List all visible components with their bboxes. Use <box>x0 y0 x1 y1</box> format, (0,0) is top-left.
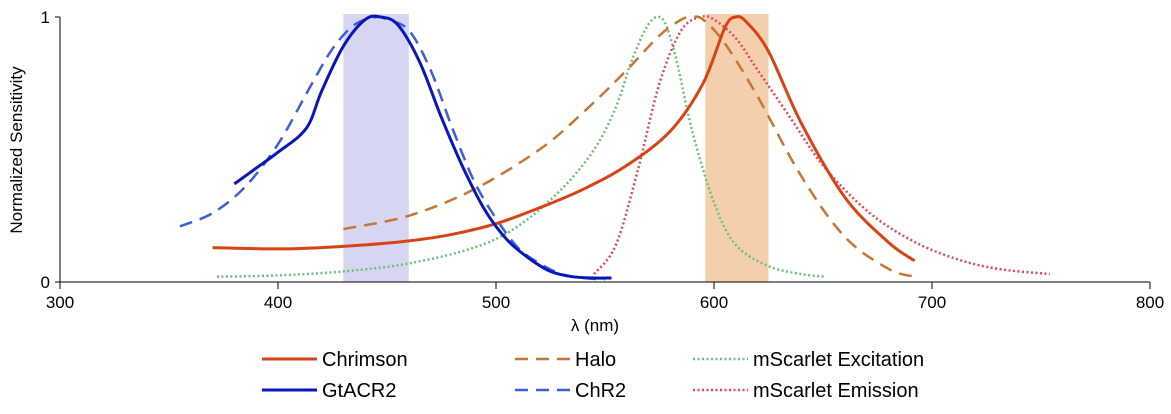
legend-label: GtACR2 <box>322 380 396 402</box>
y-tick-label: 1 <box>41 8 50 27</box>
y-axis-title: Normalized Sensitivity <box>7 66 26 234</box>
legend-label: Halo <box>575 349 616 371</box>
x-tick-label: 700 <box>918 293 946 312</box>
legend-label: Chrimson <box>322 349 408 371</box>
y-tick-label: 0 <box>41 273 50 292</box>
axes <box>59 17 1150 283</box>
x-tick-label: 300 <box>46 293 74 312</box>
x-axis-title: λ (nm) <box>571 316 619 335</box>
series-line <box>216 15 826 278</box>
series-line <box>233 14 612 280</box>
legend-label: mScarlet Emission <box>753 380 919 402</box>
x-tick-label: 400 <box>264 293 292 312</box>
x-tick-label: 800 <box>1136 293 1164 312</box>
series-line <box>212 15 916 263</box>
x-tick-label: 500 <box>482 293 510 312</box>
x-tick-label: 600 <box>700 293 728 312</box>
highlight-bands <box>343 14 769 282</box>
highlight-band <box>705 14 769 282</box>
ticks: 300 400 500 600 700 800 0 1 <box>41 8 1165 312</box>
series-line <box>179 15 606 281</box>
legend: Chrimson GtACR2 Halo ChR2 mScarlet Excitatio… <box>262 349 924 402</box>
series-lines <box>179 14 1050 281</box>
legend-label: ChR2 <box>575 380 626 402</box>
series-line <box>593 14 1050 276</box>
legend-label: mScarlet Excitation <box>753 349 924 371</box>
highlight-band <box>343 14 409 282</box>
